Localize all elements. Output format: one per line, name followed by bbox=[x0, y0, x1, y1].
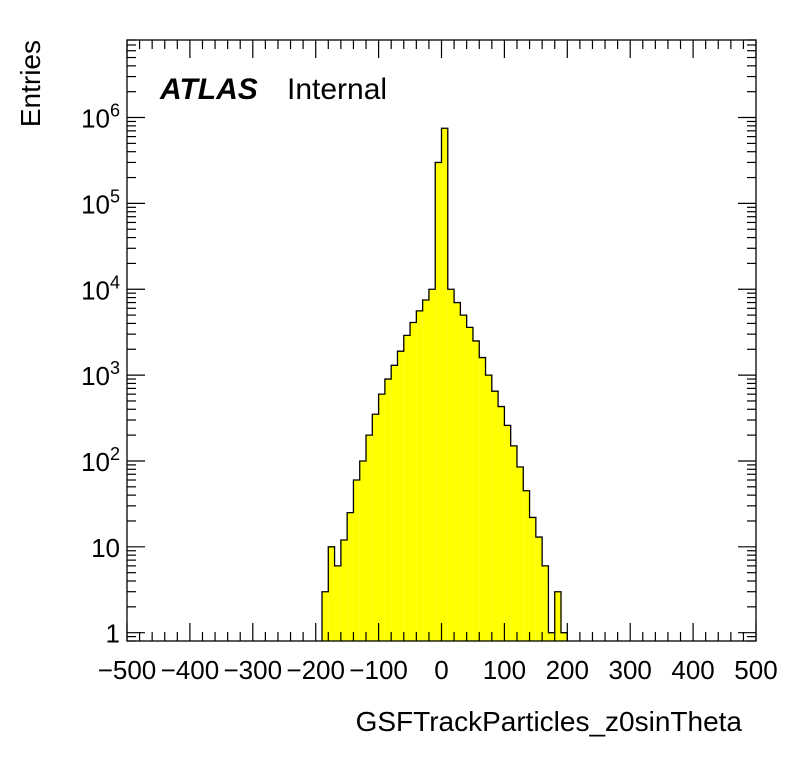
histogram-bar bbox=[334, 565, 341, 641]
histogram-bar bbox=[485, 375, 492, 641]
histogram-bar bbox=[523, 490, 530, 641]
histogram-bar bbox=[542, 565, 549, 641]
x-tick-label: 400 bbox=[671, 655, 714, 685]
histogram-bar bbox=[460, 315, 467, 641]
histogram-bar bbox=[561, 632, 568, 641]
histogram-bar bbox=[548, 632, 555, 641]
histogram-bar bbox=[554, 591, 562, 641]
x-tick-label: 0 bbox=[434, 655, 448, 685]
histogram-bar bbox=[347, 512, 354, 641]
histogram-bar bbox=[447, 289, 455, 641]
x-tick-label: −100 bbox=[349, 655, 408, 685]
histogram-bar bbox=[441, 128, 448, 641]
plot-frame bbox=[126, 39, 757, 642]
histogram-bar bbox=[416, 310, 423, 641]
histogram-bars bbox=[321, 128, 568, 641]
histogram-bar bbox=[359, 460, 367, 641]
histogram-bar bbox=[328, 546, 335, 641]
x-tick-label: −500 bbox=[98, 655, 157, 685]
histogram-bar bbox=[428, 289, 436, 641]
histogram-bar bbox=[491, 391, 499, 641]
histogram-bar bbox=[403, 335, 411, 641]
histogram-bar bbox=[516, 467, 524, 641]
histogram-bar bbox=[479, 357, 486, 641]
histogram-bar bbox=[504, 425, 511, 641]
x-tick-labels: −500 −400 −300 −200 −100 0 100 200 300 400 500 bbox=[98, 655, 778, 685]
histogram-bar bbox=[391, 365, 398, 641]
y-tick-label: 1 bbox=[106, 619, 120, 649]
y-tick-label: 105 bbox=[81, 186, 120, 219]
y-tick-label: 106 bbox=[81, 101, 120, 134]
x-tick-label: −200 bbox=[286, 655, 345, 685]
x-tick-label: 300 bbox=[609, 655, 652, 685]
atlas-label: ATLAS bbox=[159, 73, 258, 106]
histogram-bar bbox=[372, 414, 379, 641]
histogram-bar bbox=[321, 591, 329, 641]
y-axis-title: Entries bbox=[15, 40, 46, 127]
histogram-bar bbox=[466, 327, 473, 641]
histogram-bar bbox=[472, 340, 480, 641]
histogram-bar bbox=[353, 480, 360, 641]
histogram-bar bbox=[366, 435, 373, 641]
histogram-bar bbox=[422, 299, 429, 641]
histogram-bar bbox=[510, 445, 517, 641]
y-tick-label: 104 bbox=[81, 272, 120, 305]
histogram-bar bbox=[340, 540, 348, 641]
histogram-bar bbox=[454, 302, 461, 641]
x-axis-title: GSFTrackParticles_z0sinTheta bbox=[356, 706, 743, 737]
histogram-bar bbox=[378, 394, 385, 641]
x-tick-label: 100 bbox=[483, 655, 526, 685]
y-tick-label: 103 bbox=[81, 358, 120, 391]
histogram-bar bbox=[529, 517, 536, 641]
histogram-bar bbox=[397, 351, 404, 641]
histogram-bar bbox=[410, 322, 417, 641]
histogram-outline bbox=[321, 127, 568, 641]
x-tick-label: 500 bbox=[734, 655, 777, 685]
histogram-bar bbox=[498, 406, 505, 641]
x-tick-label: −300 bbox=[224, 655, 283, 685]
histogram-bar bbox=[384, 379, 392, 641]
y-tick-label: 102 bbox=[81, 444, 120, 477]
y-tick-labels: 1 10 102 103 104 105 106 bbox=[81, 101, 120, 649]
y-tick-label: 10 bbox=[91, 533, 120, 563]
histogram-bar bbox=[435, 162, 442, 641]
status-label: Internal bbox=[287, 73, 387, 106]
x-tick-label: 200 bbox=[546, 655, 589, 685]
histogram-bar bbox=[535, 537, 543, 641]
x-tick-label: −400 bbox=[161, 655, 220, 685]
